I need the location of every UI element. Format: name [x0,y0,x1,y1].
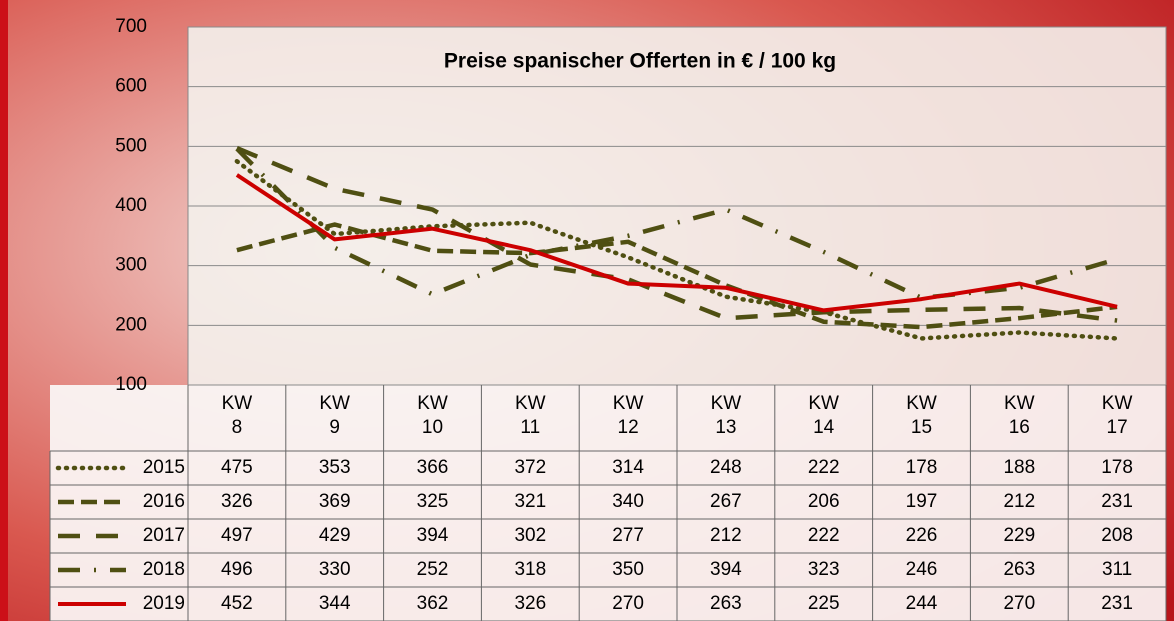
table-value: 318 [514,559,546,580]
table-value: 222 [808,457,840,478]
table-value: 353 [319,457,351,478]
table-value: 321 [514,491,546,512]
x-tick-label: KW 14 [804,392,844,440]
legend-label: 2016 [143,491,185,512]
table-value: 212 [1003,491,1035,512]
x-tick-label: KW 17 [1097,392,1137,440]
table-value: 212 [710,525,742,546]
table-value: 302 [514,525,546,546]
table-value: 248 [710,457,742,478]
table-value: 344 [319,593,351,614]
table-value: 323 [808,559,840,580]
table-value: 270 [612,593,644,614]
table-value: 267 [710,491,742,512]
table-value: 229 [1003,525,1035,546]
table-value: 178 [1101,457,1133,478]
chart-title: Preise spanischer Offerten in € / 100 kg [444,50,836,73]
table-value: 270 [1003,593,1035,614]
table-value: 340 [612,491,644,512]
table-value: 362 [417,593,449,614]
table-value: 246 [906,559,938,580]
table-value: 231 [1101,593,1133,614]
chart: Preise spanischer Offerten in € / 100 kg… [0,0,1174,621]
x-tick-label: KW 10 [413,392,453,440]
table-value: 366 [417,457,449,478]
x-tick-label: KW 13 [706,392,746,440]
y-tick-label: 200 [115,314,147,335]
x-tick-label: KW 8 [217,392,257,440]
table-value: 372 [514,457,546,478]
legend-label: 2015 [143,457,185,478]
table-value: 263 [710,593,742,614]
table-value: 222 [808,525,840,546]
left-border [0,0,8,621]
table-value: 208 [1101,525,1133,546]
table-value: 225 [808,593,840,614]
table-value: 394 [417,525,449,546]
table-value: 497 [221,525,253,546]
table-value: 394 [710,559,742,580]
table-value: 252 [417,559,449,580]
y-tick-label: 100 [115,374,147,395]
x-tick-label: KW 16 [999,392,1039,440]
table-value: 330 [319,559,351,580]
y-tick-label: 300 [115,255,147,276]
y-tick-label: 400 [115,195,147,216]
table-value: 325 [417,491,449,512]
x-tick-label: KW 9 [315,392,355,440]
y-tick-label: 700 [115,16,147,37]
table-value: 206 [808,491,840,512]
table-value: 475 [221,457,253,478]
legend-label: 2018 [143,559,185,580]
chart-svg: Preise spanischer Offerten in € / 100 kg… [0,0,1174,621]
table-value: 369 [319,491,351,512]
table-value: 277 [612,525,644,546]
table-value: 226 [906,525,938,546]
x-tick-label: KW 11 [510,392,550,440]
table-value: 178 [906,457,938,478]
table-value: 314 [612,457,644,478]
table-value: 244 [906,593,938,614]
table-value: 452 [221,593,253,614]
table-value: 429 [319,525,351,546]
y-tick-label: 500 [115,135,147,156]
table-value: 197 [906,491,938,512]
table-value: 350 [612,559,644,580]
table-value: 326 [514,593,546,614]
table-value: 311 [1102,559,1132,580]
table-value: 326 [221,491,253,512]
y-tick-label: 600 [115,76,147,97]
table-value: 188 [1003,457,1035,478]
table-value: 263 [1003,559,1035,580]
table-value: 496 [221,559,253,580]
legend-label: 2017 [143,525,185,546]
legend-label: 2019 [143,593,185,614]
x-tick-label: KW 12 [608,392,648,440]
table-value: 231 [1101,491,1133,512]
x-tick-label: KW 15 [902,392,942,440]
